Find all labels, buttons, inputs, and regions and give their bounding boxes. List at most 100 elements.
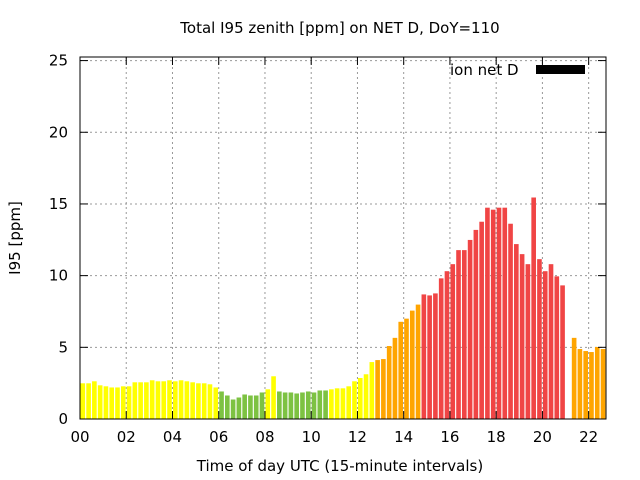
- bar: [537, 259, 542, 419]
- bar: [438, 278, 444, 419]
- bar: [282, 392, 288, 419]
- x-axis-label: Time of day UTC (15-minute intervals): [196, 457, 483, 475]
- bar: [421, 294, 427, 419]
- bar: [190, 382, 195, 419]
- x-tick-label: 10: [302, 428, 321, 446]
- bar: [363, 374, 369, 419]
- bar: [253, 395, 259, 419]
- x-tick-label: 00: [70, 428, 89, 446]
- bar: [271, 376, 276, 419]
- bar: [519, 254, 525, 419]
- bar: [149, 380, 155, 419]
- bar: [346, 386, 352, 419]
- y-tick-label: 15: [49, 195, 68, 213]
- bar: [392, 337, 398, 419]
- bar: [456, 250, 461, 419]
- x-tick-label: 22: [579, 428, 598, 446]
- legend: ion net D: [450, 61, 585, 79]
- bar: [589, 352, 594, 419]
- bar: [490, 209, 496, 419]
- x-tick-label: 20: [533, 428, 552, 446]
- bar: [259, 392, 265, 419]
- bar: [571, 337, 577, 419]
- bar: [311, 392, 317, 419]
- bar: [265, 389, 271, 419]
- plot-frame: [79, 56, 607, 420]
- bar: [236, 397, 242, 419]
- x-tick-label: 02: [117, 428, 136, 446]
- legend-swatch: [536, 65, 585, 74]
- y-axis-label: I95 [ppm]: [6, 201, 24, 275]
- bar: [288, 392, 294, 419]
- bar: [479, 221, 484, 419]
- bar: [334, 388, 340, 419]
- bar: [80, 383, 86, 419]
- bar: [103, 386, 109, 419]
- bar: [115, 387, 120, 419]
- bar: [86, 383, 91, 419]
- bar: [201, 383, 207, 419]
- bar: [404, 318, 409, 419]
- bar: [300, 392, 305, 419]
- y-tick-label: 25: [49, 52, 68, 70]
- bar: [132, 382, 138, 419]
- bar: [329, 389, 334, 419]
- bar: [97, 385, 103, 419]
- bar: [340, 388, 346, 419]
- bar: [138, 382, 143, 419]
- x-tick-label: 18: [487, 428, 506, 446]
- bar: [600, 349, 606, 419]
- bar: [207, 384, 213, 419]
- bar: [381, 359, 386, 419]
- bar: [473, 229, 479, 419]
- x-tick-label: 16: [440, 428, 459, 446]
- bar: [542, 271, 548, 419]
- x-tick-label: 12: [348, 428, 367, 446]
- bar: [167, 380, 172, 419]
- bar: [386, 346, 392, 419]
- bar: [427, 295, 432, 419]
- y-tick-label: 10: [49, 267, 68, 285]
- y-tick-label: 0: [58, 410, 68, 428]
- chart-title: Total I95 zenith [ppm] on NET D, DoY=110: [179, 19, 499, 37]
- bar: [415, 304, 421, 419]
- bar: [225, 395, 230, 419]
- bar: [242, 394, 247, 419]
- bar: [525, 264, 531, 419]
- bar: [126, 386, 132, 419]
- bar: [155, 381, 161, 419]
- bar: [109, 387, 115, 419]
- bar: [184, 381, 190, 419]
- bar: [277, 391, 282, 419]
- bar: [398, 321, 404, 419]
- bar: [496, 207, 502, 419]
- bar: [294, 393, 299, 419]
- bar: [213, 387, 219, 419]
- bar: [554, 276, 560, 419]
- bar: [161, 381, 167, 419]
- bar: [357, 377, 363, 419]
- bar: [352, 381, 357, 419]
- x-tick-label: 06: [209, 428, 228, 446]
- bar: [92, 381, 97, 419]
- bar: [409, 310, 415, 419]
- bar: [305, 391, 311, 419]
- legend-label: ion net D: [450, 61, 519, 79]
- bar: [323, 390, 328, 419]
- x-tick-label: 08: [255, 428, 274, 446]
- bar: [178, 380, 184, 419]
- bar: [230, 399, 236, 419]
- bar: [450, 264, 456, 419]
- bar: [369, 362, 375, 419]
- bar: [248, 395, 253, 419]
- bar: [172, 381, 178, 419]
- bar: [219, 391, 224, 419]
- bar: [144, 382, 149, 419]
- bar: [514, 244, 519, 419]
- bar: [485, 207, 490, 419]
- bar: [531, 197, 536, 419]
- bar: [196, 383, 201, 419]
- x-tick-label: 04: [163, 428, 182, 446]
- bar: [594, 347, 600, 419]
